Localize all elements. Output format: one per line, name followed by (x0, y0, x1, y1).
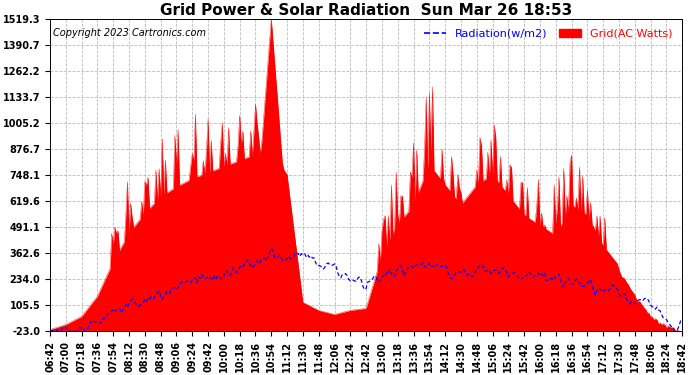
Legend: Radiation(w/m2), Grid(AC Watts): Radiation(w/m2), Grid(AC Watts) (420, 24, 677, 44)
Text: Copyright 2023 Cartronics.com: Copyright 2023 Cartronics.com (53, 28, 206, 38)
Title: Grid Power & Solar Radiation  Sun Mar 26 18:53: Grid Power & Solar Radiation Sun Mar 26 … (160, 3, 572, 18)
